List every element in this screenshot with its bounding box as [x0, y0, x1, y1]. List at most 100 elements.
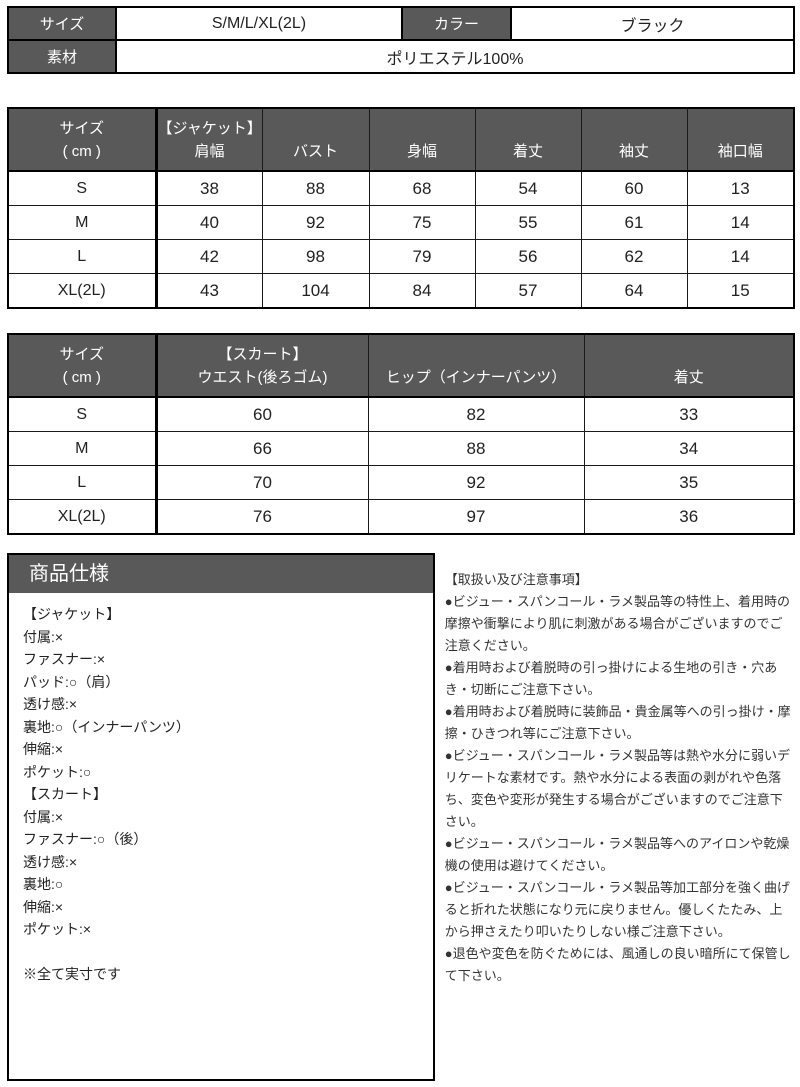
size-cell: L	[7, 465, 158, 500]
material-label-cell: 素材	[7, 39, 117, 74]
spec-line: パッド:○（肩）	[23, 673, 120, 690]
header-line: ウエスト(後ろゴム)	[197, 368, 328, 386]
body-width-header: 身幅	[368, 107, 476, 172]
value-cell: 64	[580, 273, 688, 309]
spec-line: 付属:×	[23, 808, 64, 825]
header-line: 【ジャケット】	[157, 119, 262, 137]
spec-line: ポケット:○	[23, 763, 92, 780]
value-cell: 60	[580, 170, 688, 206]
value-cell: 42	[155, 239, 263, 274]
size-label-cell: サイズ	[7, 6, 117, 41]
size-cell: M	[7, 205, 158, 240]
spec-line: 伸縮:×	[23, 898, 64, 915]
table-header-row: サイズ ( cm ) 【ジャケット】 肩幅 バスト 身幅 着丈 袖丈 袖口幅	[7, 107, 795, 172]
value-cell: 60	[155, 396, 369, 432]
size-cell: S	[7, 170, 158, 206]
value-cell: 88	[261, 170, 370, 206]
size-cell: L	[7, 239, 158, 274]
table-row: L 70 92 35	[7, 465, 795, 500]
header-line: 【スカート】	[217, 345, 308, 363]
spec-line: ファスナー:○（後）	[23, 831, 148, 847]
value-cell: 38	[155, 170, 263, 206]
value-cell: 13	[686, 170, 795, 206]
skirt-size-table: サイズ ( cm ) 【スカート】 ウエスト(後ろゴム) ヒップ（インナーパンツ…	[7, 333, 795, 535]
length-header: 着丈	[583, 333, 795, 398]
header-line: サイズ	[59, 119, 105, 137]
spec-line: ファスナー:×	[23, 651, 106, 667]
spec-line: 透け感:×	[23, 853, 78, 870]
material-value-cell: ポリエステル100%	[115, 39, 795, 74]
handling-note: ●ビジュー・スパンコール・ラメ製品等へのアイロンや乾燥機の使用は避けてください。	[444, 836, 790, 873]
size-cell: XL(2L)	[7, 273, 158, 309]
value-cell: 70	[155, 465, 369, 500]
value-cell: 97	[367, 499, 585, 535]
bottom-section: 商品仕様 【ジャケット】 付属:× ファスナー:× パッド:○（肩） 透け感:×…	[7, 553, 793, 1081]
value-cell: 40	[155, 205, 263, 240]
value-cell: 92	[367, 465, 585, 500]
value-cell: 98	[261, 239, 370, 274]
header-line: 肩幅	[194, 142, 225, 160]
handling-notes-title: 【取扱い及び注意事項】	[444, 572, 588, 587]
spec-line: 伸縮:×	[23, 741, 64, 757]
size-value-cell: S/M/L/XL(2L)	[115, 6, 403, 41]
value-cell: 92	[261, 205, 370, 240]
spec-line: 裏地:○（インナーパンツ）	[23, 718, 190, 735]
spec-line: 付属:×	[23, 628, 64, 645]
jacket-shoulder-header: 【ジャケット】 肩幅	[155, 107, 263, 172]
value-cell: 14	[686, 239, 795, 274]
value-cell: 35	[583, 465, 795, 500]
table-row: 素材 ポリエステル100%	[7, 39, 795, 74]
table-row: S 60 82 33	[7, 396, 795, 432]
value-cell: 62	[580, 239, 688, 274]
color-value-cell: ブラック	[510, 6, 795, 41]
table-row: XL(2L) 43 104 84 57 64 15	[7, 273, 795, 309]
value-cell: 79	[368, 239, 476, 274]
value-cell: 66	[155, 431, 369, 466]
header-line: サイズ	[59, 345, 105, 363]
header-line: ( cm )	[62, 142, 101, 160]
jacket-size-table: サイズ ( cm ) 【ジャケット】 肩幅 バスト 身幅 着丈 袖丈 袖口幅 S…	[7, 107, 795, 309]
spec-line: 裏地:○	[23, 876, 64, 892]
value-cell: 104	[261, 273, 370, 309]
size-cm-header: サイズ ( cm )	[7, 107, 158, 172]
hip-header: ヒップ（インナーパンツ）	[367, 333, 585, 398]
table-row: S 38 88 68 54 60 13	[7, 170, 795, 206]
size-cell: S	[7, 396, 158, 432]
spec-line: ※全て実寸です	[23, 966, 121, 982]
skirt-waist-header: 【スカート】 ウエスト(後ろゴム)	[155, 333, 369, 398]
value-cell: 84	[368, 273, 476, 309]
value-cell: 55	[474, 205, 582, 240]
table-row: M 40 92 75 55 61 14	[7, 205, 795, 240]
value-cell: 88	[367, 431, 585, 466]
header-line: ( cm )	[62, 368, 101, 386]
spec-line: 透け感:×	[23, 696, 78, 712]
cuff-width-header: 袖口幅	[686, 107, 795, 172]
table-row: M 66 88 34	[7, 431, 795, 466]
value-cell: 43	[155, 273, 263, 309]
size-cm-header: サイズ ( cm )	[7, 333, 158, 398]
color-label-cell: カラー	[401, 6, 512, 41]
value-cell: 82	[367, 396, 585, 432]
spec-line: ポケット:×	[23, 921, 92, 937]
value-cell: 15	[686, 273, 795, 309]
value-cell: 33	[583, 396, 795, 432]
handling-note: ●ビジュー・スパンコール・ラメ製品等の特性上、着用時の摩擦や衝撃により肌に刺激が…	[444, 594, 790, 653]
value-cell: 76	[155, 499, 369, 535]
value-cell: 68	[368, 170, 476, 206]
size-cell: M	[7, 431, 158, 466]
spec-line-spacer	[23, 941, 419, 964]
spec-box-title: 商品仕様	[9, 555, 433, 593]
bust-header: バスト	[261, 107, 370, 172]
handling-note: ●ビジュー・スパンコール・ラメ製品等加工部分を強く曲げると折れた状態になり元に戻…	[444, 880, 790, 939]
value-cell: 36	[583, 499, 795, 535]
table-row: XL(2L) 76 97 36	[7, 499, 795, 535]
table-row: L 42 98 79 56 62 14	[7, 239, 795, 274]
spec-line: 【ジャケット】	[23, 606, 121, 622]
table-header-row: サイズ ( cm ) 【スカート】 ウエスト(後ろゴム) ヒップ（インナーパンツ…	[7, 333, 795, 398]
handling-notes-section: 【取扱い及び注意事項】 ●ビジュー・スパンコール・ラメ製品等の特性上、着用時の摩…	[445, 553, 793, 987]
summary-table: サイズ S/M/L/XL(2L) カラー ブラック 素材 ポリエステル100%	[7, 6, 795, 74]
handling-note: ●退色や変色を防ぐためには、風通しの良い暗所にて保管して下さい。	[444, 946, 791, 983]
spec-list: 【ジャケット】 付属:× ファスナー:× パッド:○（肩） 透け感:× 裏地:○…	[9, 593, 433, 996]
table-row: サイズ S/M/L/XL(2L) カラー ブラック	[7, 6, 795, 41]
handling-note: ●着用時および着脱時に装飾品・貴金属等への引っ掛け・摩擦・ひきつれ等にご注意下さ…	[444, 704, 791, 741]
